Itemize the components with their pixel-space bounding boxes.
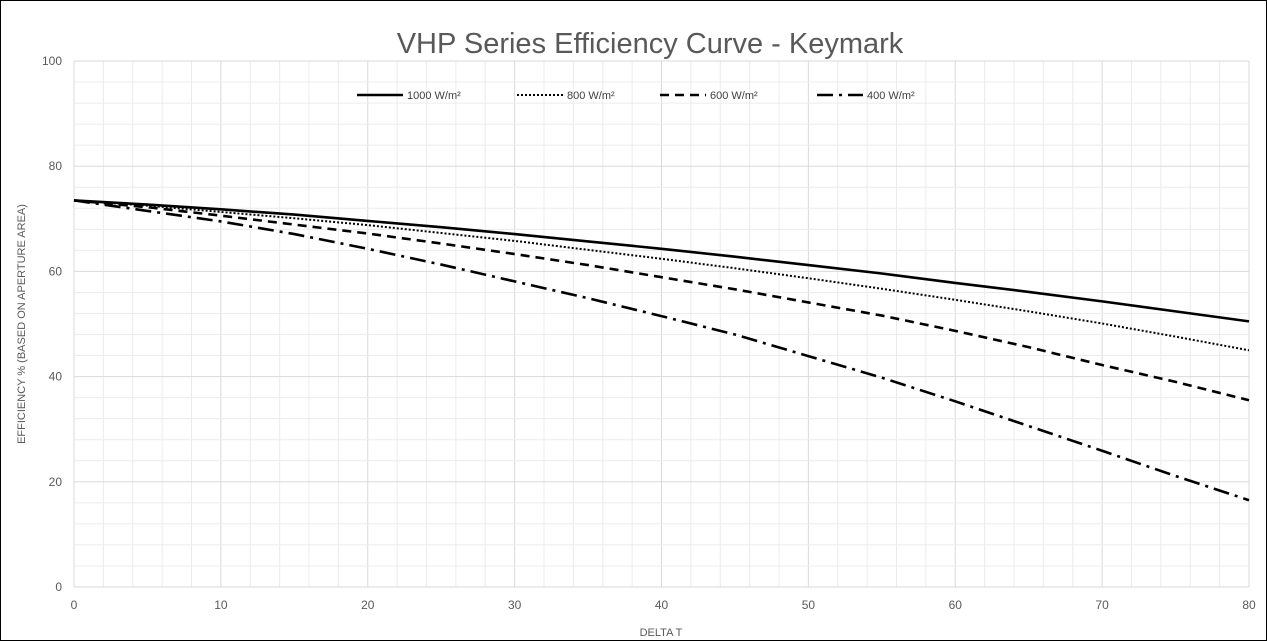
x-tick-label: 20 [361, 598, 375, 612]
x-tick-label: 60 [949, 598, 963, 612]
series-line-3 [73, 199, 1250, 402]
x-tick-label: 30 [508, 598, 522, 612]
y-tick-label: 80 [49, 159, 63, 173]
chart-title: VHP Series Efficiency Curve - Keymark [397, 28, 904, 60]
grid [73, 60, 1250, 588]
y-tick-label: 20 [49, 475, 63, 489]
legend-label: 600 W/m² [710, 90, 758, 102]
plot-lines [73, 199, 1250, 502]
x-tick-label: 70 [1095, 598, 1109, 612]
series-line-4 [73, 199, 1250, 502]
x-tick-labels: 0 10 20 30 40 50 60 70 80 [71, 598, 1256, 612]
legend-label: 800 W/m² [567, 90, 615, 102]
y-tick-label: 40 [49, 370, 63, 384]
x-tick-label: 10 [214, 598, 228, 612]
x-tick-label: 0 [71, 598, 78, 612]
y-tick-label: 0 [55, 580, 62, 594]
legend-label: 400 W/m² [867, 90, 915, 102]
x-tick-label: 50 [802, 598, 816, 612]
legend-label: 1000 W/m² [407, 90, 461, 102]
y-axis-label: EFFICIENCY % (BASED ON APERTURE AREA) [16, 204, 28, 444]
series-line-1 [73, 199, 1250, 323]
legend: 1000 W/m² 800 W/m² 600 W/m² 400 W/m² [357, 90, 915, 102]
series-line-2 [73, 199, 1250, 352]
x-tick-label: 40 [655, 598, 669, 612]
y-tick-label: 60 [49, 264, 63, 278]
x-tick-label: 80 [1242, 598, 1256, 612]
y-tick-label: 100 [42, 54, 62, 68]
y-tick-labels: 0 20 40 60 80 100 [42, 54, 62, 594]
x-axis-label: DELTA T [640, 627, 683, 639]
